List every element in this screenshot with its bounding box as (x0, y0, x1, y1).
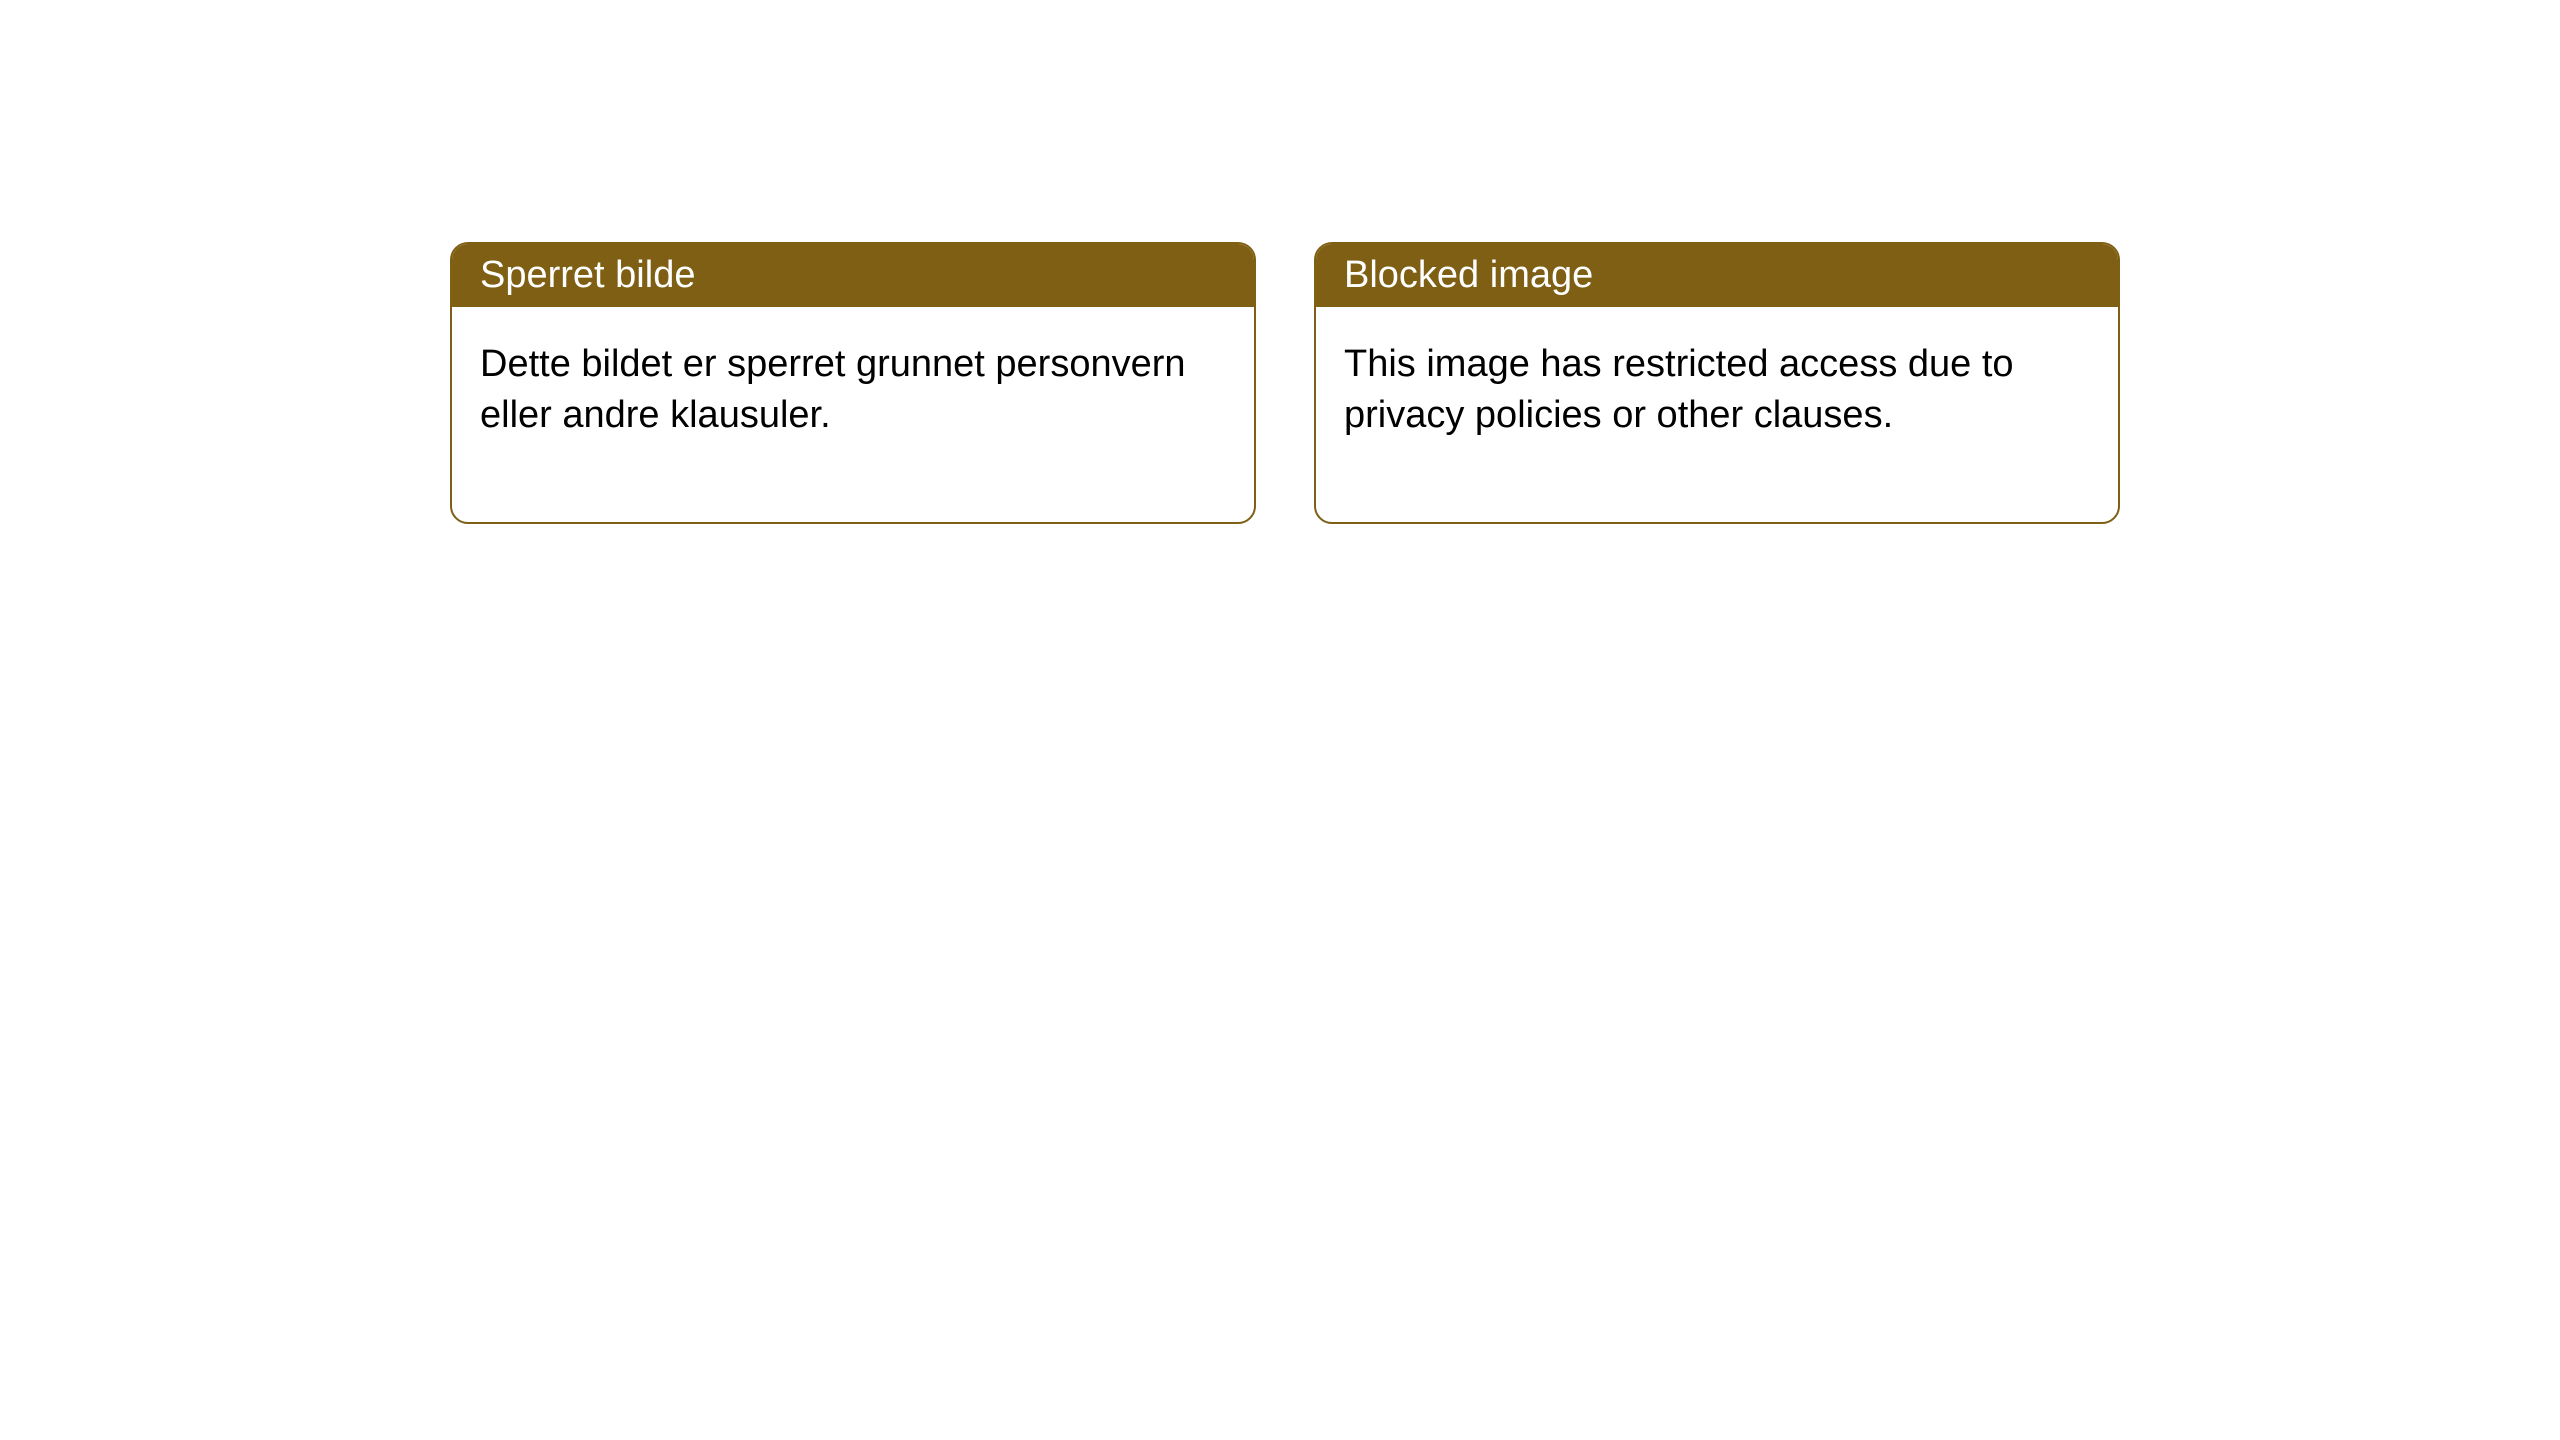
card-header-no: Sperret bilde (452, 244, 1254, 307)
card-body-no: Dette bildet er sperret grunnet personve… (452, 307, 1254, 522)
card-body-en: This image has restricted access due to … (1316, 307, 2118, 522)
notice-card-no: Sperret bilde Dette bildet er sperret gr… (450, 242, 1256, 524)
card-header-en: Blocked image (1316, 244, 2118, 307)
notice-container: Sperret bilde Dette bildet er sperret gr… (450, 242, 2120, 524)
notice-card-en: Blocked image This image has restricted … (1314, 242, 2120, 524)
